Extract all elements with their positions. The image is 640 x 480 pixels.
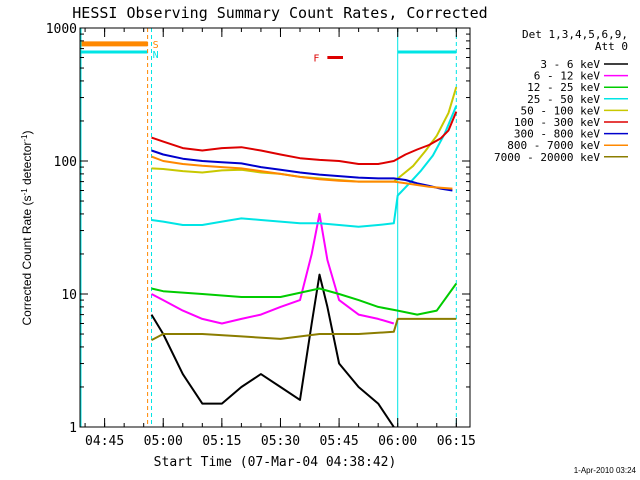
- y-tick-label: 100: [54, 155, 77, 170]
- series-line-8: [151, 317, 457, 341]
- x-tick-label: 04:45: [85, 434, 124, 449]
- legend-label: 25 - 50 keV: [527, 93, 600, 106]
- x-tick-label: 05:45: [320, 434, 359, 449]
- legend-label: 800 - 7000 keV: [507, 139, 600, 152]
- legend-label: 50 - 100 keV: [521, 104, 601, 117]
- y-tick-label: 10: [61, 288, 77, 303]
- series-layer: [150, 86, 458, 428]
- chart-title: HESSI Observing Summary Count Rates, Cor…: [72, 4, 487, 22]
- saa-flag-label: S: [153, 40, 159, 51]
- x-tick-label: 06:00: [378, 434, 417, 449]
- x-tick-label: 05:00: [144, 434, 183, 449]
- plot-frame: [79, 27, 471, 428]
- legend-label: 300 - 800 keV: [514, 128, 600, 141]
- x-tick-label: 05:30: [261, 434, 300, 449]
- series-line-4: [151, 86, 458, 183]
- legend-header: Det 1,3,4,5,6,9,: [522, 28, 628, 41]
- flare-flag-label: F: [313, 54, 319, 65]
- series-line-0: [150, 273, 395, 428]
- series-line-1: [151, 212, 395, 325]
- series-line-3: [151, 105, 458, 228]
- series-line-2: [151, 282, 458, 316]
- y-axis: 1 10 100 1000: [46, 22, 470, 436]
- legend-label: 12 - 25 keV: [527, 81, 600, 94]
- x-tick-label: 05:15: [202, 434, 241, 449]
- y-axis-label: Corrected Count Rate (s-1 detector-1): [20, 130, 35, 325]
- flag-layer: SN F: [80, 28, 457, 427]
- series-line-6: [151, 149, 453, 192]
- x-axis: 04:45 05:00 05:15 05:30 05:45 06:00 06:15: [84, 28, 476, 449]
- x-tick-label: 06:15: [437, 434, 476, 449]
- night-flag-label: N: [153, 50, 159, 61]
- x-axis-label: Start Time (07-Mar-04 04:38:42): [154, 455, 397, 470]
- legend-label: 7000 - 20000 keV: [494, 151, 600, 164]
- legend-header: Att 0: [595, 40, 628, 53]
- series-line-5: [151, 111, 458, 165]
- series-line-7: [151, 155, 453, 190]
- legend-label: 6 - 12 keV: [534, 70, 601, 83]
- legend-label: 3 - 6 keV: [540, 58, 600, 71]
- footer-date: 1-Apr-2010 03:24: [574, 466, 637, 475]
- y-tick-label: 1: [69, 421, 77, 436]
- legend-label: 100 - 300 keV: [514, 116, 600, 129]
- y-tick-label: 1000: [46, 22, 77, 37]
